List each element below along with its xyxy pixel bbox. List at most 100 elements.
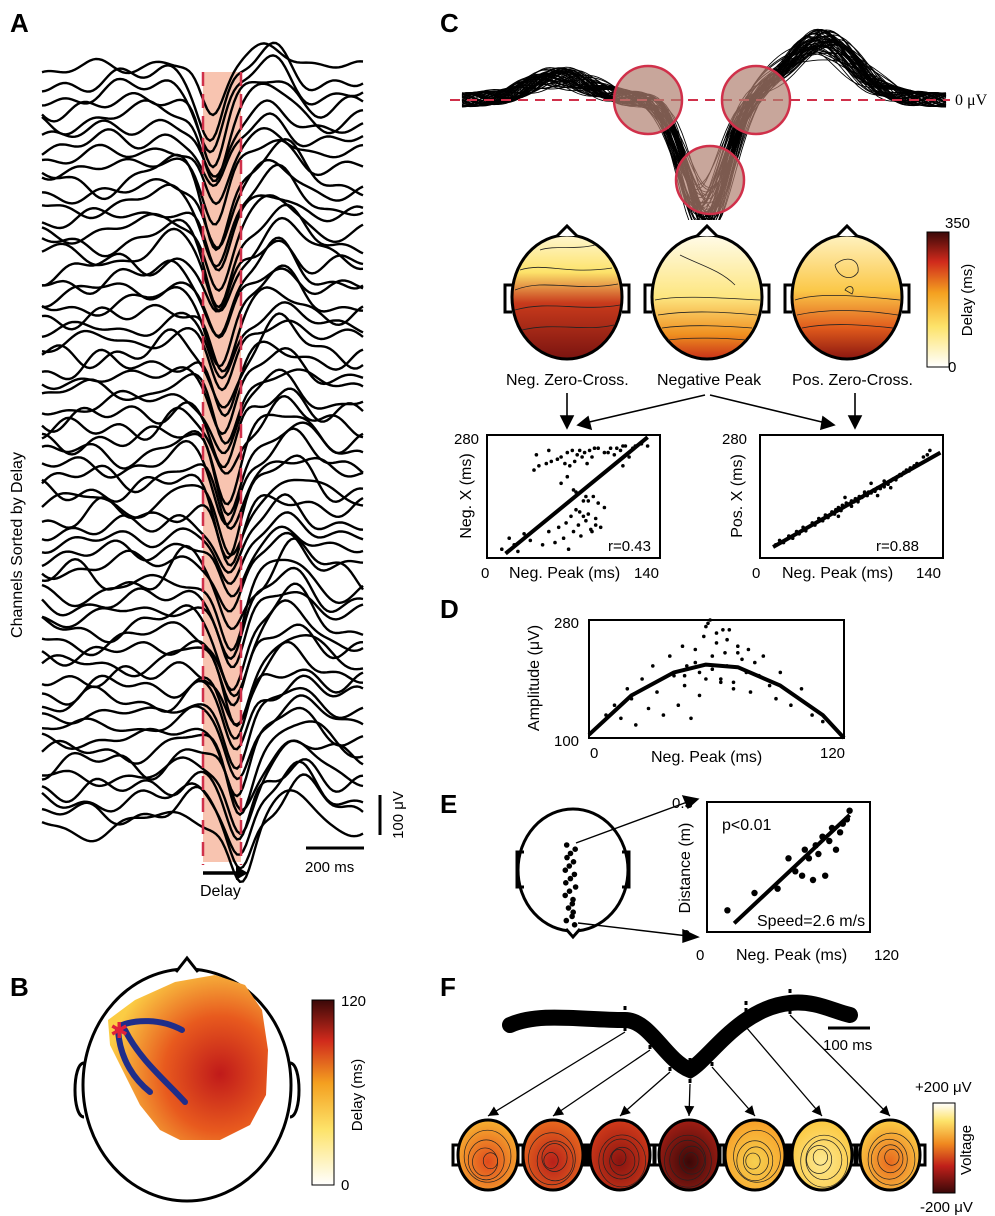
eeg-channel-trace [41,739,364,812]
electrode-dot [571,922,578,928]
scatter-point [810,521,815,525]
scatter-point [873,489,877,494]
scatter-point [563,461,567,466]
colorbar-f-max: +200 μV [915,1079,972,1096]
origin-star-icon: ✱ [110,1019,128,1044]
head-map-pos-zero-cross [783,223,911,361]
scatter-point [921,455,926,459]
map-arrowhead-icon [811,1105,822,1116]
eeg-channel-trace [41,456,364,531]
scatter-point [577,510,582,514]
electrode-dot [570,909,576,915]
scatter-point [777,538,782,543]
scatter-point [534,453,539,457]
voltage-map-head [718,1118,792,1192]
scatter-point [540,543,545,547]
eeg-channel-trace [41,674,364,751]
scatter-point [661,713,666,717]
scatter-point [590,455,594,459]
eeg-channel-trace [41,531,364,613]
scatter-point [706,621,710,626]
scatter-point [882,479,886,483]
panel-label-d: D [440,594,459,624]
scatter-point [878,486,883,491]
electrode-dot [569,901,576,907]
scatter-point [623,444,628,448]
scatter-point [908,466,913,470]
colorbar-b-max: 120 [341,993,366,1010]
electrode-dot [566,863,573,869]
scatter-c-right-xlabel: Neg. Peak (ms) [782,565,893,582]
scatter-point [646,706,651,711]
scatter-point [785,855,792,862]
scatter-point [822,872,829,879]
scatter-point [625,687,630,691]
electrode-dot [571,871,578,878]
scatter-point [748,690,753,694]
scatter-point [804,529,808,533]
scatter-point [812,842,819,849]
scatter-point [925,453,930,457]
scatter-point [576,523,581,527]
overlaid-trace [461,41,947,220]
scatter-point [528,538,533,543]
eeg-channel-trace [41,478,364,557]
scatter-e-xmax: 120 [874,947,899,964]
electrode-dot [570,859,577,865]
fit-line [504,435,649,556]
scatter-point [886,482,890,487]
electrode-dot [563,917,570,924]
scatter-d-points [587,618,846,740]
scatter-c-left-ylabel: Neg. X (ms) [458,453,475,538]
scatter-point [581,514,586,519]
scatter-point [813,523,817,527]
scatter-point [685,664,689,668]
scatter-c-left-xmax: 140 [634,565,659,582]
scatter-point [597,723,602,727]
scatter-point [606,450,610,455]
scatter-point [693,660,698,665]
eeg-channel-trace [41,126,364,206]
scatter-point [912,464,916,468]
scatter-point [566,547,571,551]
map-label-pos-zero-cross: Pos. Zero-Cross. [792,372,913,389]
propagation-path-3 [122,1027,188,1105]
electrode-dot [563,842,570,848]
propagation-path-1 [119,1018,185,1033]
scatter-point [836,514,841,519]
eeg-channel-trace [41,525,364,598]
scatter-point [612,703,617,707]
panel-a-ylabel: Channels Sorted by Delay [9,452,26,638]
scatter-point [704,624,708,629]
fit-line [732,813,851,925]
voltage-map-head [853,1118,927,1192]
scatter-point [774,696,778,701]
voltage-map-head [785,1118,859,1192]
scatter-point [714,641,719,645]
scatter-c-left-ymax: 280 [454,431,479,448]
scatter-point [882,485,886,489]
delay-colorbar-c [926,231,950,368]
delay-label: Delay [200,883,241,900]
scatter-point [830,510,834,514]
scatter-point [724,907,731,914]
scatter-point [619,716,623,721]
scatter-point [836,505,841,510]
scatter-d-axes [588,619,845,739]
head-nose-icon [174,955,200,973]
electrode-locations [562,842,579,928]
scatter-point [651,664,655,668]
delay-colorbar-b [311,999,335,1186]
scale-time-label: 200 ms [305,859,354,876]
scatter-point [774,885,781,892]
head-map-neg-zero-cross [503,223,631,361]
scatter-e-xmin: 0 [696,947,704,964]
electrode-dot [567,850,574,857]
scatter-point [710,667,715,671]
head-left-ear-icon [73,1061,85,1119]
eeg-channel-trace [41,686,364,771]
eeg-channel-trace [41,706,364,798]
scatter-point [500,547,504,551]
scatter-point [704,677,708,681]
scatter-point [672,673,676,678]
